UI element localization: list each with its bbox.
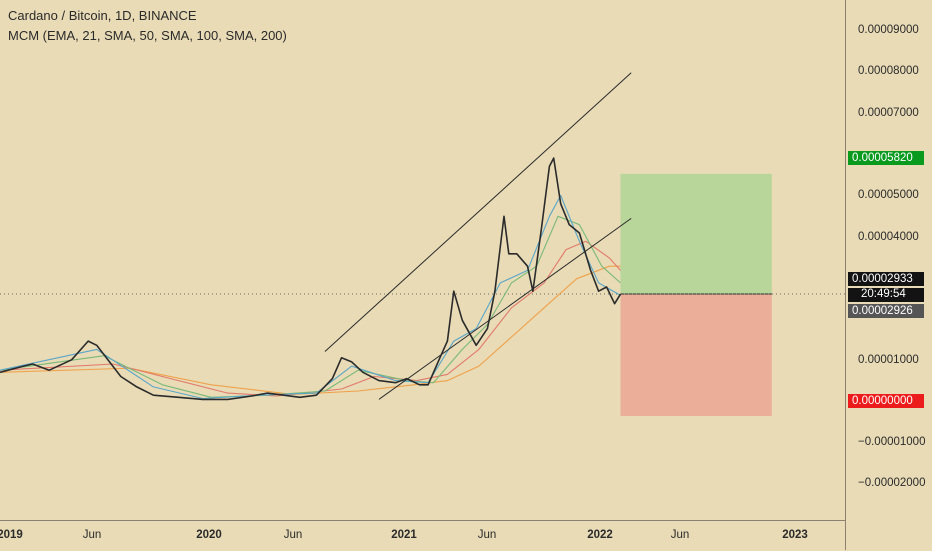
target-price-tag: 0.00005820 (848, 151, 924, 165)
time-tick-label: 2019 (0, 529, 23, 541)
time-tick-label: 2023 (782, 529, 808, 541)
price-tick-label: 0.00001000 (858, 354, 919, 366)
price-tick-label: 0.00004000 (858, 231, 919, 243)
trendline-upper-channel (324, 72, 632, 352)
time-tick-label: 2021 (391, 529, 417, 541)
series-line-sma50 (0, 215, 621, 398)
time-tick-label: Jun (670, 529, 690, 541)
stop-zone (620, 293, 772, 416)
time-tick-label: 2020 (196, 529, 222, 541)
indicator-legend[interactable]: MCM (EMA, 21, SMA, 50, SMA, 100, SMA, 20… (8, 28, 287, 43)
price-axis[interactable]: 0.00009000 0.00008000 0.00007000 0.00005… (845, 0, 932, 550)
time-tick-label: 2022 (587, 529, 613, 541)
time-tick-label: Jun (82, 529, 102, 541)
series-line-ema21 (0, 194, 621, 400)
price-tick-label: −0.00001000 (858, 436, 926, 448)
target-zone (620, 173, 772, 294)
price-tick-label: −0.00002000 (858, 477, 926, 489)
series-line-sma200 (0, 265, 621, 395)
price-tick-label: 0.00009000 (858, 24, 919, 36)
plot-svg[interactable] (0, 0, 845, 520)
bar-countdown: 20:49:54 (848, 288, 924, 302)
time-tick-label: Jun (477, 529, 497, 541)
time-axis[interactable]: 2019 Jun 2020 Jun 2021 Jun 2022 Jun 2023 (0, 520, 845, 551)
last-price-tag: 0.00002926 (848, 304, 924, 318)
time-tick-label: Jun (283, 529, 303, 541)
current-price-tag: 0.00002933 (848, 272, 924, 286)
price-tick-label: 0.00005000 (858, 189, 919, 201)
plot-area[interactable]: Cardano / Bitcoin, 1D, BINANCE MCM (EMA,… (0, 0, 845, 520)
series-line-sma100 (0, 240, 621, 397)
trendline-lower-channel (378, 217, 632, 400)
price-series-line (0, 157, 622, 401)
stop-price-tag: 0.00000000 (848, 394, 924, 408)
price-tick-label: 0.00007000 (858, 107, 919, 119)
price-tick-label: 0.00008000 (858, 65, 919, 77)
symbol-title[interactable]: Cardano / Bitcoin, 1D, BINANCE (8, 8, 197, 23)
